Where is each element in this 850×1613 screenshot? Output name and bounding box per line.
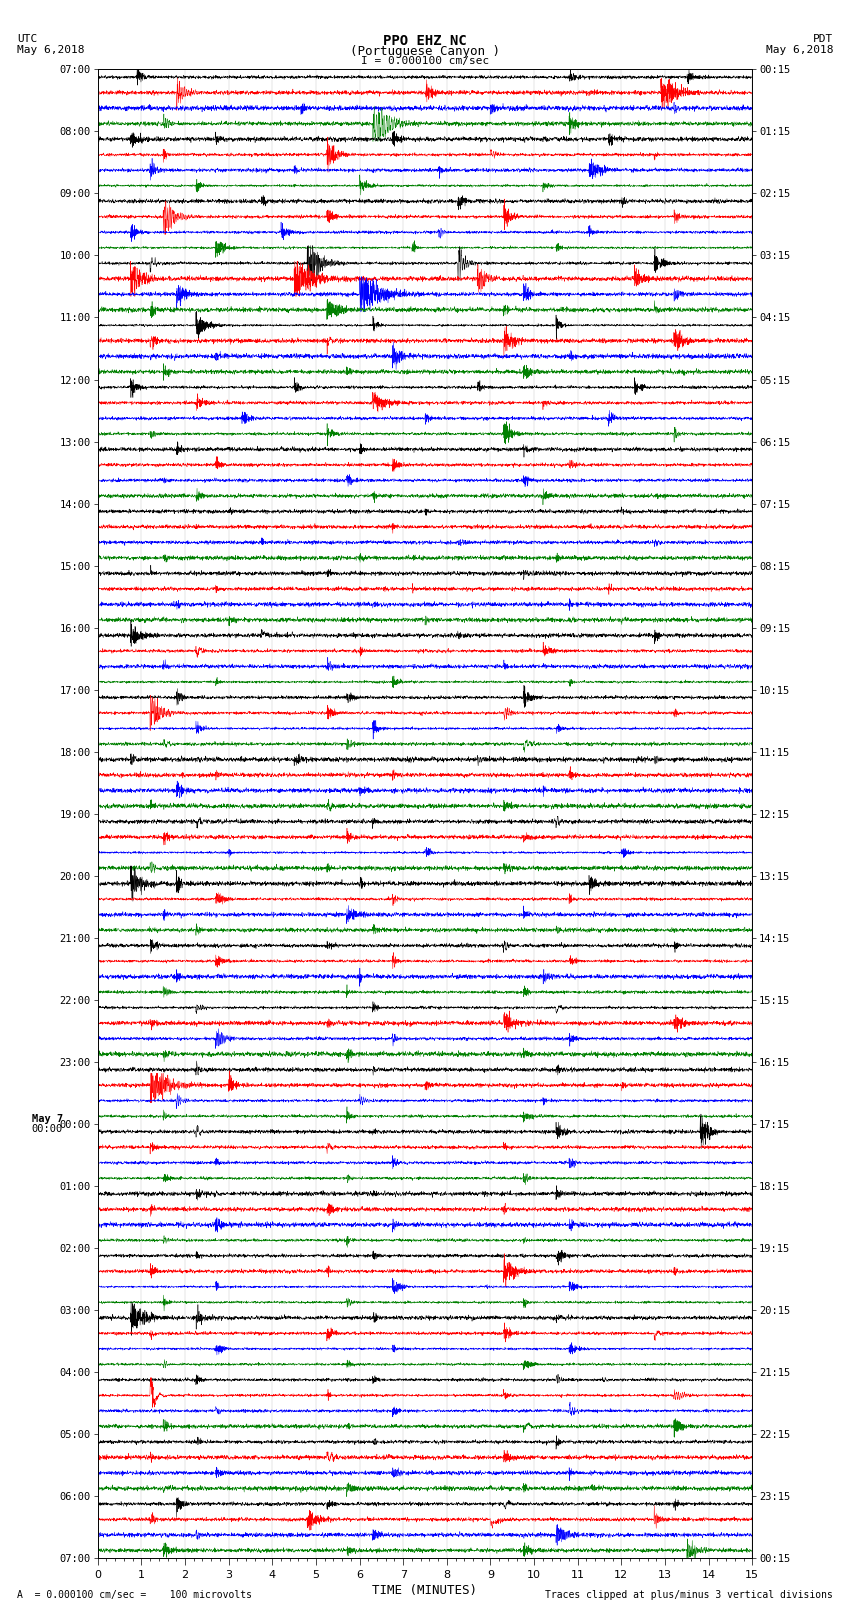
Text: UTC: UTC bbox=[17, 34, 37, 44]
Text: I = 0.000100 cm/sec: I = 0.000100 cm/sec bbox=[361, 56, 489, 66]
Text: May 6,2018: May 6,2018 bbox=[766, 45, 833, 55]
Text: PDT: PDT bbox=[813, 34, 833, 44]
Text: 00:00: 00:00 bbox=[31, 1124, 63, 1134]
Text: PPO EHZ NC: PPO EHZ NC bbox=[383, 34, 467, 48]
Text: (Portuguese Canyon ): (Portuguese Canyon ) bbox=[350, 45, 500, 58]
Text: A  = 0.000100 cm/sec =    100 microvolts: A = 0.000100 cm/sec = 100 microvolts bbox=[17, 1590, 252, 1600]
X-axis label: TIME (MINUTES): TIME (MINUTES) bbox=[372, 1584, 478, 1597]
Text: May 6,2018: May 6,2018 bbox=[17, 45, 84, 55]
Text: May 7: May 7 bbox=[31, 1115, 63, 1124]
Text: Traces clipped at plus/minus 3 vertical divisions: Traces clipped at plus/minus 3 vertical … bbox=[545, 1590, 833, 1600]
